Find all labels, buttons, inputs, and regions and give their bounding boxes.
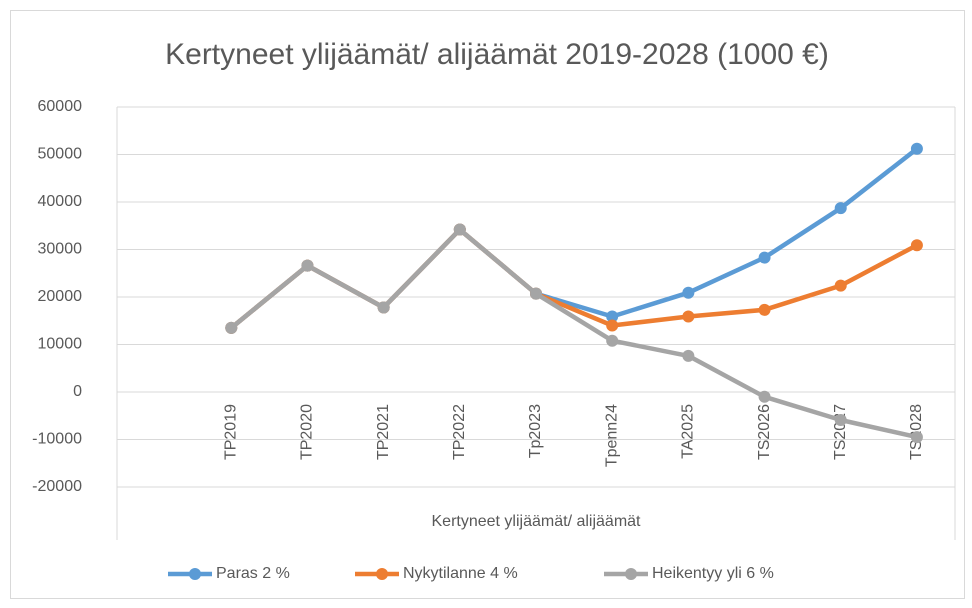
point xyxy=(606,310,619,323)
series-line xyxy=(229,227,918,440)
point xyxy=(530,287,542,300)
point xyxy=(225,321,238,334)
point xyxy=(606,319,619,332)
point xyxy=(910,431,923,444)
x-tick-label: TA2025 xyxy=(680,404,697,459)
y-tick-label: 40000 xyxy=(38,193,83,210)
x-tick-label: Tp2023 xyxy=(527,404,544,458)
x-tick-label: TS2027 xyxy=(832,404,849,460)
x-tick-label: TP2020 xyxy=(299,404,316,460)
y-tick-label: 20000 xyxy=(38,288,83,305)
point xyxy=(682,286,695,299)
point xyxy=(834,279,847,292)
point xyxy=(377,301,390,314)
x-tick-label: TS2026 xyxy=(756,404,773,460)
x-axis-title: Kertyneet ylijäämät/ alijäämät xyxy=(432,513,642,530)
legend-label: Paras 2 % xyxy=(216,565,290,582)
legend-marker xyxy=(189,568,201,580)
point xyxy=(758,390,771,403)
y-tick-label: 0 xyxy=(73,383,82,400)
x-tick-label: TP2019 xyxy=(222,404,239,460)
y-tick-label: 50000 xyxy=(38,146,83,163)
x-tick-label: TP2021 xyxy=(375,404,392,460)
point xyxy=(301,259,314,272)
y-tick-label: -10000 xyxy=(32,431,82,448)
point xyxy=(758,251,771,264)
chart-frame xyxy=(10,10,965,599)
point xyxy=(682,349,695,362)
legend-label: Heikentyy yli 6 % xyxy=(652,565,774,582)
legend-marker xyxy=(376,568,388,580)
point xyxy=(910,142,923,155)
x-tick-label: Tpenn24 xyxy=(603,404,620,467)
point xyxy=(834,414,847,427)
point xyxy=(834,202,847,215)
legend-label: Nykytilanne 4 % xyxy=(403,565,518,582)
y-tick-label: 10000 xyxy=(38,336,83,353)
x-tick-label: TP2022 xyxy=(451,404,468,460)
y-tick-label: 60000 xyxy=(38,98,83,115)
point xyxy=(453,223,466,236)
point xyxy=(910,239,923,252)
chart-title: Kertyneet ylijäämät/ alijäämät 2019-2028… xyxy=(165,38,829,71)
legend-marker xyxy=(625,568,637,580)
point xyxy=(682,310,695,323)
y-tick-label: -20000 xyxy=(32,478,82,495)
y-tick-label: 30000 xyxy=(38,241,83,258)
point xyxy=(758,303,771,316)
point xyxy=(606,334,619,347)
